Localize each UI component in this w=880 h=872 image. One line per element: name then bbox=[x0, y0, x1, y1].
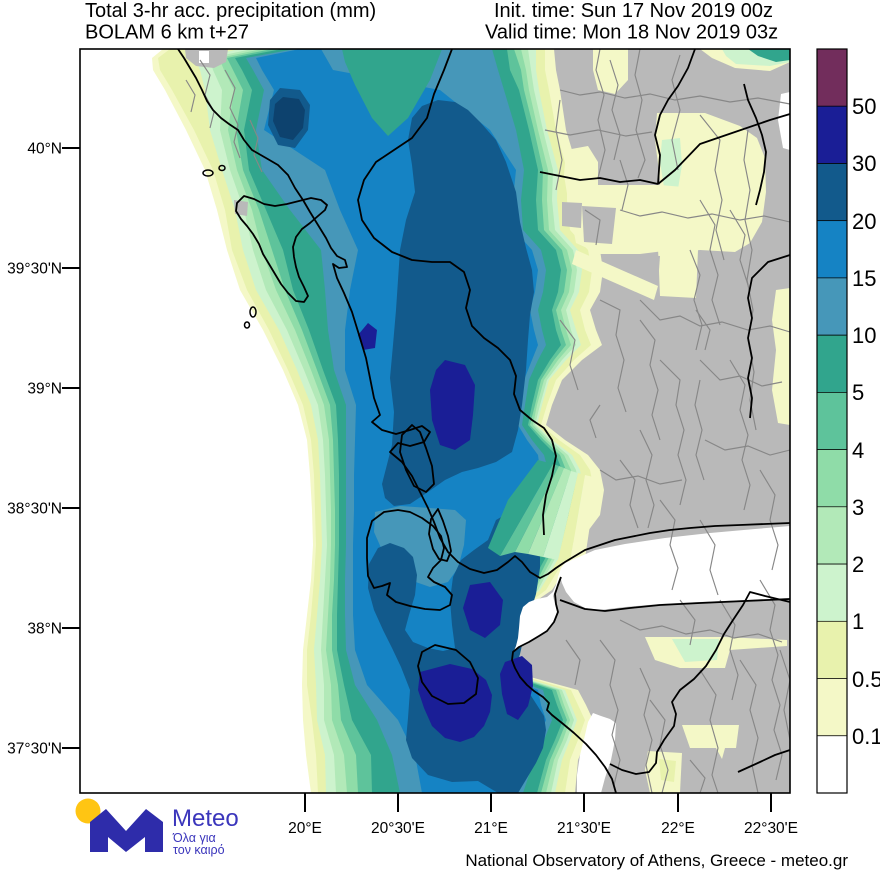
svg-text:τον καιρό: τον καιρό bbox=[173, 843, 225, 857]
svg-text:22°30'E: 22°30'E bbox=[744, 820, 798, 837]
svg-text:1: 1 bbox=[852, 609, 864, 634]
svg-text:Total 3-hr acc. precipitation: Total 3-hr acc. precipitation (mm) bbox=[85, 0, 376, 22]
svg-text:0.1: 0.1 bbox=[852, 724, 880, 749]
svg-text:2: 2 bbox=[852, 552, 864, 577]
svg-text:37°30'N: 37°30'N bbox=[7, 741, 62, 758]
svg-text:39°30'N: 39°30'N bbox=[7, 261, 62, 278]
svg-text:22°E: 22°E bbox=[661, 820, 695, 837]
svg-text:Όλα για: Όλα για bbox=[172, 831, 216, 845]
svg-text:10: 10 bbox=[852, 323, 876, 348]
svg-text:Valid time: Mon 18 Nov 2019 03: Valid time: Mon 18 Nov 2019 03z bbox=[485, 22, 778, 44]
svg-text:20: 20 bbox=[852, 209, 876, 234]
svg-text:21°30'E: 21°30'E bbox=[557, 820, 611, 837]
svg-text:4: 4 bbox=[852, 438, 864, 463]
svg-text:0.5: 0.5 bbox=[852, 667, 880, 692]
svg-text:39°N: 39°N bbox=[27, 381, 62, 398]
svg-text:5: 5 bbox=[852, 380, 864, 405]
svg-text:38°30'N: 38°30'N bbox=[7, 501, 62, 518]
svg-text:21°E: 21°E bbox=[474, 820, 508, 837]
svg-text:50: 50 bbox=[852, 94, 876, 119]
svg-text:Meteo: Meteo bbox=[172, 805, 239, 832]
svg-text:30: 30 bbox=[852, 151, 876, 176]
svg-text:3: 3 bbox=[852, 495, 864, 520]
svg-text:BOLAM 6 km t+27: BOLAM 6 km t+27 bbox=[85, 22, 249, 44]
svg-text:National Observatory of Athens: National Observatory of Athens, Greece -… bbox=[465, 851, 848, 870]
svg-text:38°N: 38°N bbox=[27, 621, 62, 638]
svg-text:40°N: 40°N bbox=[27, 141, 62, 158]
svg-text:15: 15 bbox=[852, 266, 876, 291]
svg-text:20°E: 20°E bbox=[288, 820, 322, 837]
svg-text:Init. time: Sun 17 Nov 2019 00: Init. time: Sun 17 Nov 2019 00z bbox=[494, 0, 773, 22]
svg-text:20°30'E: 20°30'E bbox=[371, 820, 425, 837]
